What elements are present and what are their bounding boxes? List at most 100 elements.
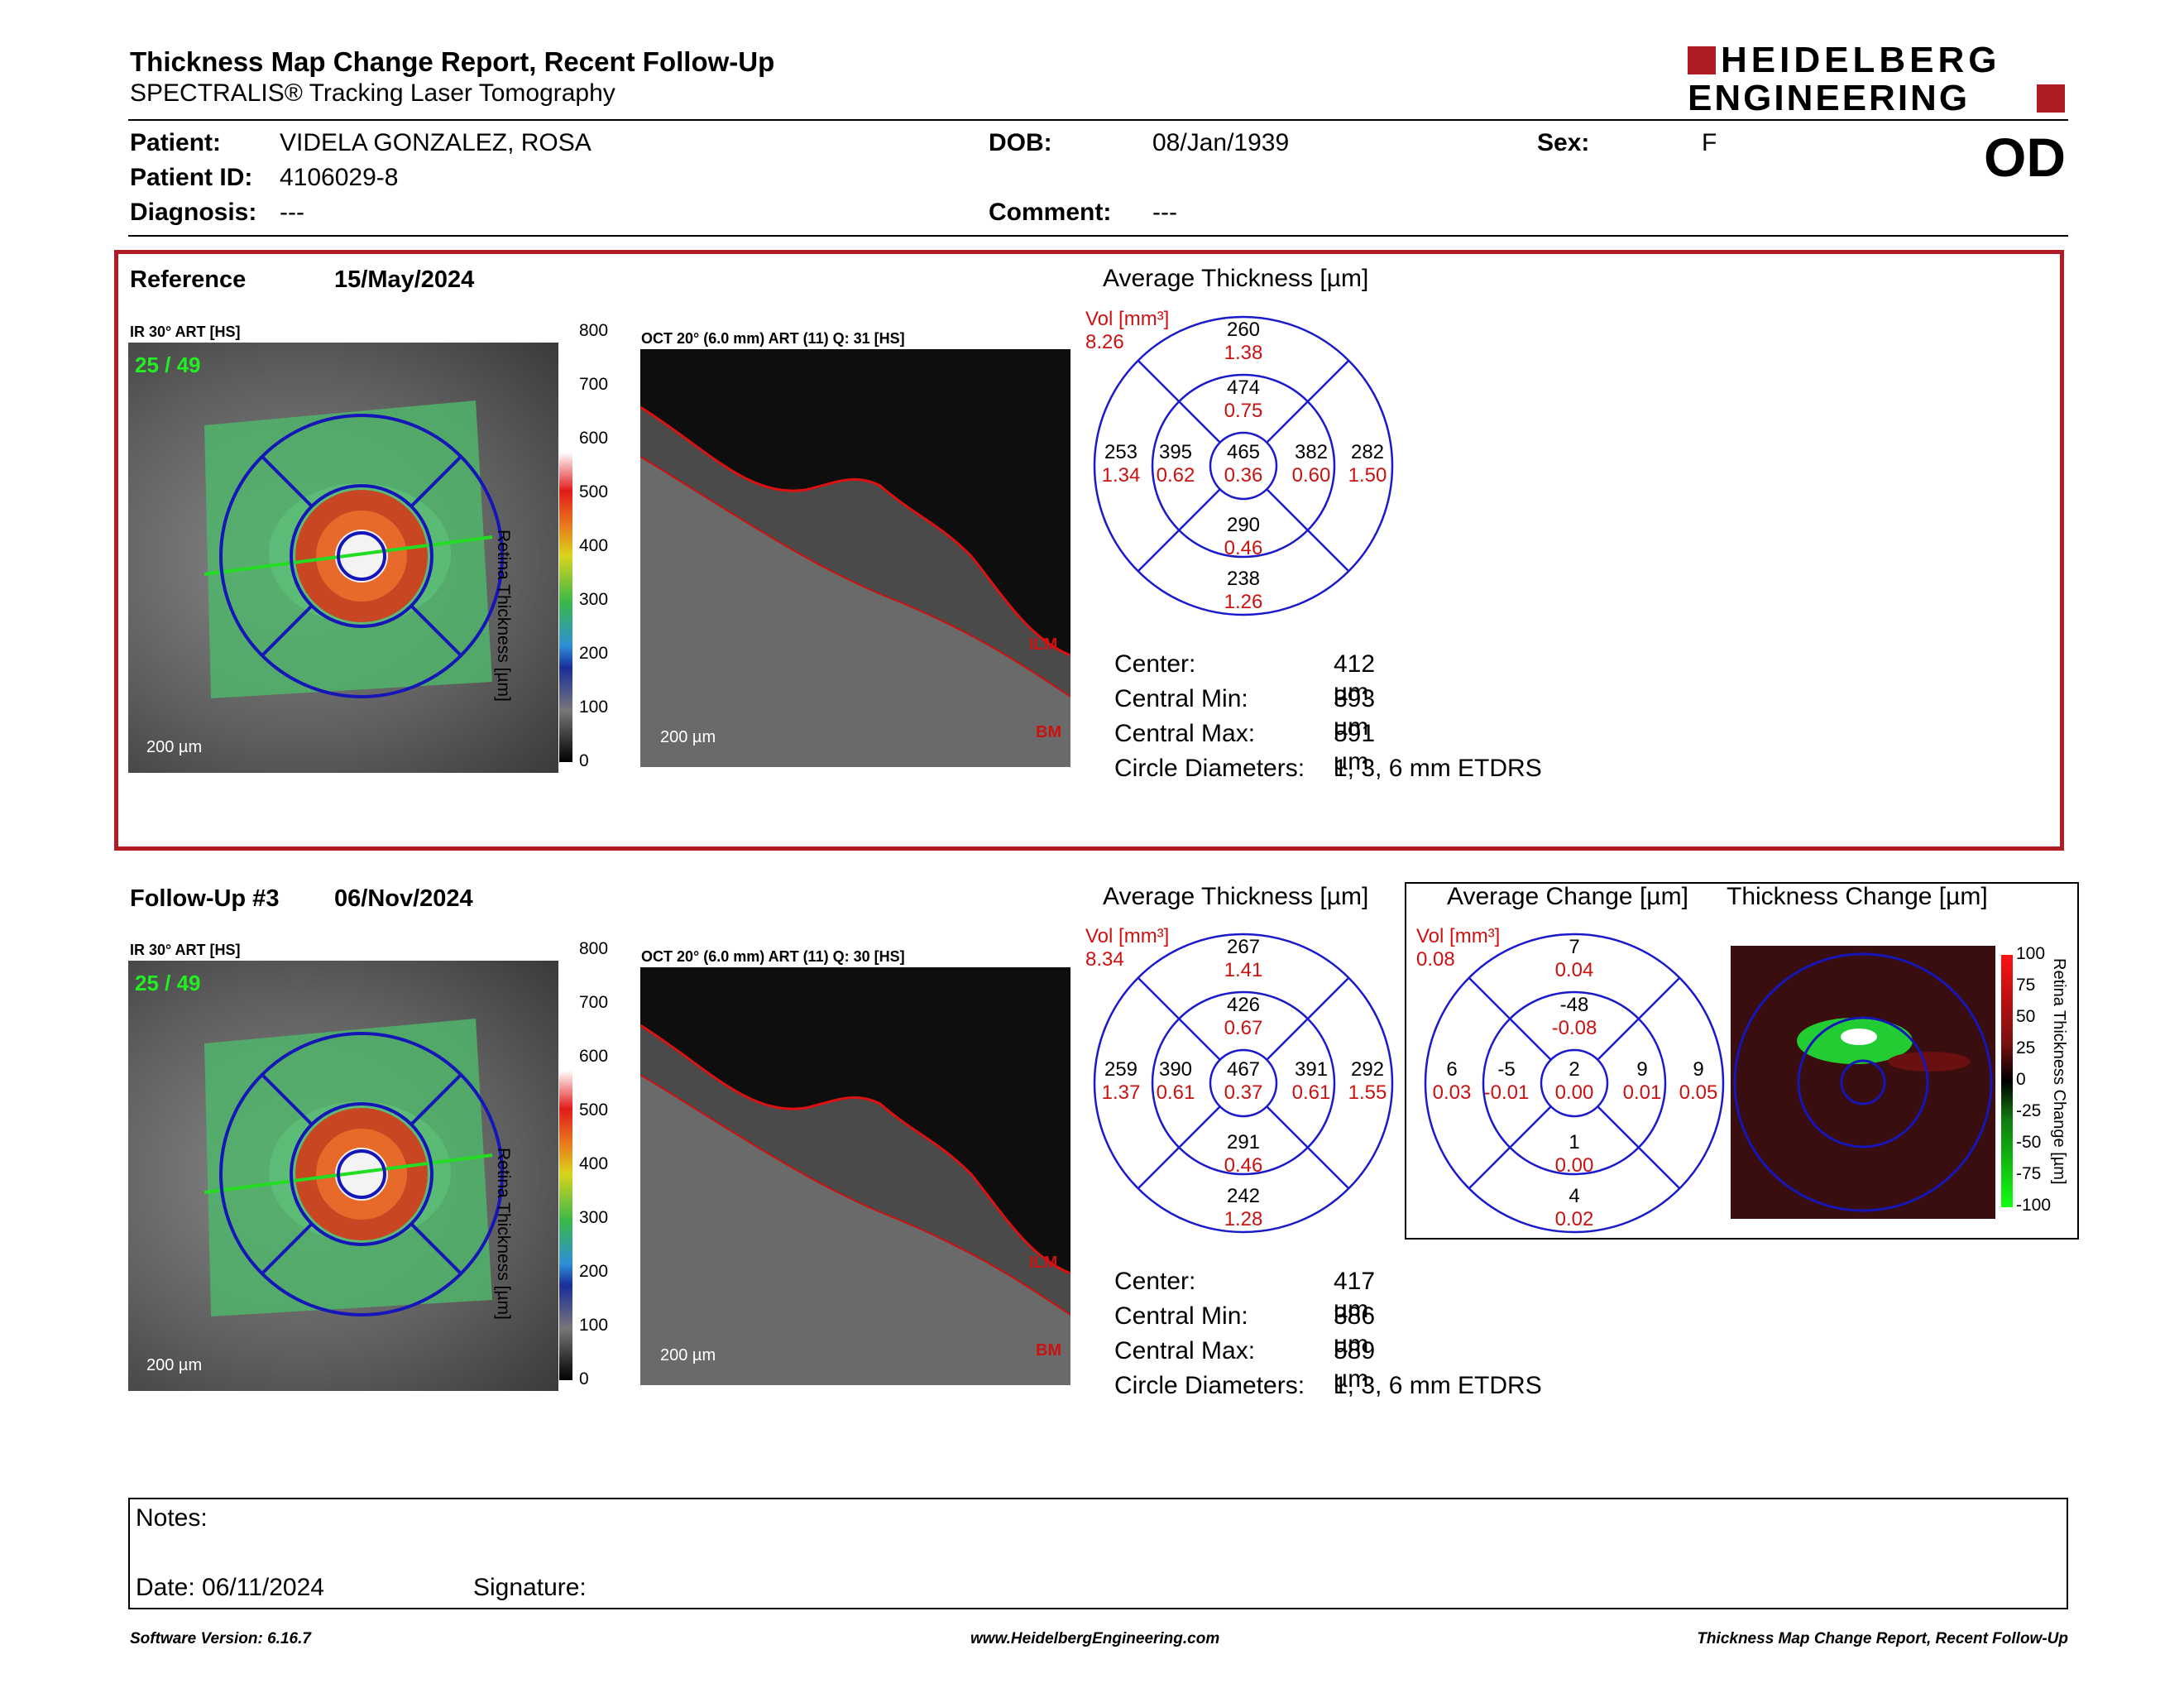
etdrs-sector-inner-left: 395 0.62 (1138, 441, 1213, 487)
etdrs-divider (1137, 488, 1221, 573)
etdrs-thickness-value: 382 (1294, 441, 1329, 463)
reference-date: 15/May/2024 (334, 266, 475, 293)
etdrs-sector-outer-top: 7 0.04 (1537, 936, 1612, 982)
fu-stats: Center: 417 µm Central Min: 386 µm Central… (1114, 1268, 1542, 1407)
etdrs-thickness-value: 238 (1226, 568, 1261, 590)
ref-central-min-value: 393 µm (1334, 685, 1376, 741)
dob-value: 08/Jan/1939 (1152, 129, 1290, 156)
fu-central-max-value: 589 µm (1334, 1337, 1376, 1393)
etdrs-sector-inner-right: 382 0.60 (1274, 441, 1348, 487)
etdrs-divider (1597, 1105, 1681, 1190)
ref-tick: 100 (579, 698, 609, 717)
etdrs-sector-inner-top: 474 0.75 (1206, 376, 1281, 423)
etdrs-thickness-value: 395 (1158, 441, 1193, 463)
etdrs-sector-outer-bottom: 4 0.02 (1537, 1185, 1612, 1231)
ref-etdrs-grid: 260 1.38 474 0.75 253 1.34 395 0.62 465 0.36 382 0.… (1092, 314, 1395, 617)
etdrs-thickness-value: 426 (1226, 994, 1261, 1016)
fu-tick: 700 (579, 993, 609, 1012)
etdrs-thickness-value: 291 (1226, 1131, 1261, 1153)
change-colorbar-title: Retina Thickness Change [µm] (2050, 958, 2068, 1185)
etdrs-ring (1209, 1048, 1278, 1118)
ref-tick: 700 (579, 375, 609, 394)
etdrs-ring (1482, 990, 1667, 1176)
etdrs-thickness-value: 467 (1226, 1058, 1261, 1081)
ref-diameters-label: Circle Diameters: (1114, 755, 1305, 782)
ref-center-value: 412 µm (1334, 650, 1376, 706)
ref-vol-value: 8.26 (1085, 331, 1124, 353)
etdrs-ring (1151, 373, 1336, 559)
fu-tick: 500 (579, 1101, 609, 1120)
etdrs-volume-value: 0.37 (1224, 1081, 1263, 1104)
change-colorbar-ticks: 100 75 50 25 0 -25 -50 -75 -100 (2016, 944, 2057, 1215)
etdrs-volume-value: 1.28 (1224, 1208, 1263, 1230)
fu-oct-image: ILM BM 200 µm (640, 967, 1070, 1385)
etdrs-volume-value: 0.75 (1224, 400, 1263, 422)
etdrs-sector-center: 467 0.37 (1206, 1058, 1281, 1105)
website-link[interactable]: www.HeidelbergEngineering.com (970, 1630, 1220, 1647)
ref-vol-label: Vol [mm³] (1085, 308, 1170, 330)
etdrs-thickness-value: 292 (1350, 1058, 1385, 1081)
ref-central-max-label: Central Max: (1114, 720, 1256, 747)
etdrs-thickness-value: 260 (1226, 319, 1261, 341)
etdrs-volume-value: 0.61 (1291, 1081, 1331, 1104)
etdrs-volume-value: 1.41 (1224, 959, 1263, 981)
fu-diameters-label: Circle Diameters: (1114, 1372, 1305, 1399)
etdrs-divider (1266, 976, 1350, 1061)
fu-tick: 300 (579, 1208, 609, 1227)
etdrs-sector-inner-bottom: 291 0.46 (1206, 1131, 1281, 1177)
etdrs-volume-value: 0.01 (1622, 1081, 1662, 1104)
ref-avg-title: Average Thickness [µm] (1103, 265, 1369, 292)
etdrs-divider (1266, 488, 1350, 573)
software-version: Software Version: 6.16.7 (130, 1630, 311, 1647)
ref-stats: Center: 412 µm Central Min: 393 µm Central… (1114, 650, 1542, 789)
patient-label: Patient: (130, 129, 222, 156)
ref-ir-scalebar: 200 µm (146, 738, 203, 756)
ref-tick: 500 (579, 482, 609, 501)
comment-value: --- (1152, 199, 1177, 226)
etdrs-thickness-value: 474 (1226, 376, 1261, 399)
change-tick: -50 (2016, 1133, 2042, 1152)
etdrs-thickness-value: -48 (1559, 994, 1589, 1016)
fu-tick: 200 (579, 1262, 609, 1281)
fu-tick: 800 (579, 939, 609, 958)
etdrs-thickness-value: 290 (1226, 514, 1261, 536)
etdrs-thickness-value: 7 (1569, 936, 1580, 958)
etdrs-sector-outer-left: 259 1.37 (1084, 1058, 1158, 1105)
patient-id-label: Patient ID: (130, 164, 253, 191)
ref-center-label: Center: (1114, 650, 1196, 678)
fu-vol-value: 8.34 (1085, 948, 1124, 971)
etdrs-ring (1540, 1048, 1609, 1118)
etdrs-ring (1209, 431, 1278, 501)
fu-tick: 100 (579, 1316, 609, 1335)
comment-label: Comment: (989, 199, 1112, 226)
change-tick: -75 (2016, 1164, 2042, 1183)
etdrs-divider (1468, 1105, 1552, 1190)
change-title: Average Change [µm] (1447, 883, 1688, 910)
etdrs-sector-inner-left: -5 -0.01 (1469, 1058, 1544, 1105)
etdrs-sector-inner-bottom: 290 0.46 (1206, 514, 1281, 560)
etdrs-sector-inner-left: 390 0.61 (1138, 1058, 1213, 1105)
followup-date: 06/Nov/2024 (334, 885, 473, 912)
eye-indicator: OD (1984, 127, 2066, 188)
notes-box[interactable]: Notes: Date: 06/11/2024 Signature: (128, 1498, 2068, 1609)
etdrs-volume-value: 0.02 (1554, 1208, 1594, 1230)
followup-label: Follow-Up #3 (130, 885, 280, 912)
patient-name: VIDELA GONZALEZ, ROSA (280, 129, 592, 156)
change-box (1405, 882, 2079, 1240)
etdrs-volume-value: 0.03 (1432, 1081, 1472, 1104)
logo-line1: HEIDELBERG (1721, 40, 2001, 80)
etdrs-ring (1093, 933, 1394, 1234)
report-subtitle: SPECTRALIS® Tracking Laser Tomography (130, 79, 615, 107)
thickness-change-title: Thickness Change [µm] (1727, 883, 1988, 910)
etdrs-thickness-value: 465 (1226, 441, 1261, 463)
etdrs-sector-center: 2 0.00 (1537, 1058, 1612, 1105)
etdrs-thickness-value: 9 (1636, 1058, 1648, 1081)
logo-line2: ENGINEERING (1688, 78, 1971, 118)
change-tick: 100 (2016, 944, 2046, 963)
etdrs-divider (1137, 976, 1221, 1061)
fu-ir-label: IR 30° ART [HS] (130, 942, 241, 958)
etdrs-sector-outer-left: 6 0.03 (1415, 1058, 1489, 1105)
ref-tick: 0 (579, 751, 589, 770)
etdrs-sector-inner-right: 391 0.61 (1274, 1058, 1348, 1105)
ref-bm-label: BM (1036, 723, 1062, 741)
